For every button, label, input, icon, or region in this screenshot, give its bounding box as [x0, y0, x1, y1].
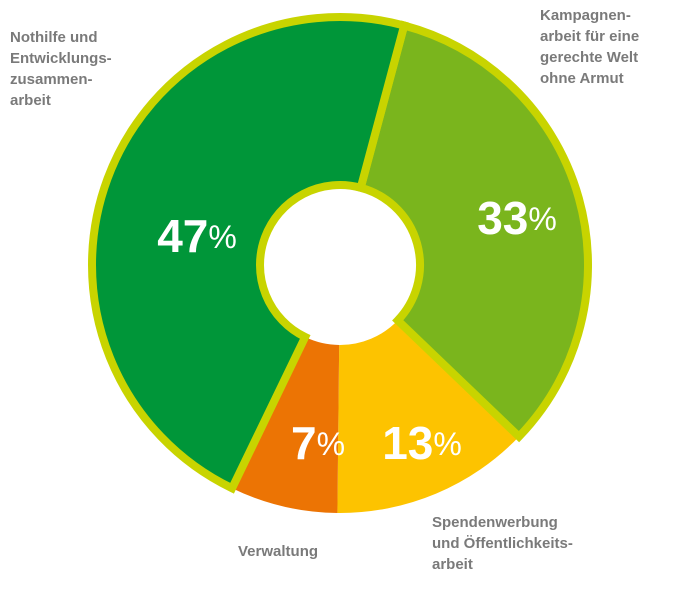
category-label: Spendenwerbung und Öffentlichkeits-arbeit — [432, 514, 573, 573]
value-unit: % — [208, 219, 236, 255]
category-label: Verwaltung — [238, 543, 318, 560]
category-label: Nothilfe und Entwicklungs-zusammen-arbeit — [10, 29, 112, 109]
label-line: Entwicklungs- — [10, 50, 112, 67]
value-label: 47% — [157, 210, 237, 262]
donut-segment — [232, 337, 340, 513]
value-number: 7 — [291, 417, 317, 469]
value-number: 13 — [382, 417, 433, 469]
label-line: ohne Armut — [540, 70, 624, 87]
label-line: arbeit — [432, 556, 473, 573]
value-unit: % — [528, 201, 556, 237]
label-line: und Öffentlichkeits- — [432, 535, 573, 552]
donut-segment — [355, 20, 592, 443]
value-label: 7% — [291, 417, 345, 469]
label-line: Spendenwerbung — [432, 514, 558, 531]
label-line: arbeit für eine — [540, 28, 639, 45]
label-line: zusammen- — [10, 71, 93, 88]
value-unit: % — [317, 426, 345, 462]
value-label: 13% — [382, 417, 462, 469]
label-line: arbeit — [10, 92, 51, 109]
category-label: Kampagnen-arbeit für eine gerechte Welt oh… — [540, 7, 639, 87]
value-number: 47 — [157, 210, 208, 262]
donut-segment — [337, 320, 519, 513]
label-line: Verwaltung — [238, 543, 318, 560]
value-label: 33% — [477, 192, 557, 244]
label-line: Kampagnen- — [540, 7, 631, 24]
donut-segment — [88, 13, 410, 494]
value-unit: % — [433, 426, 461, 462]
label-line: gerechte Welt — [540, 49, 638, 66]
label-line: Nothilfe und — [10, 29, 97, 46]
value-number: 33 — [477, 192, 528, 244]
